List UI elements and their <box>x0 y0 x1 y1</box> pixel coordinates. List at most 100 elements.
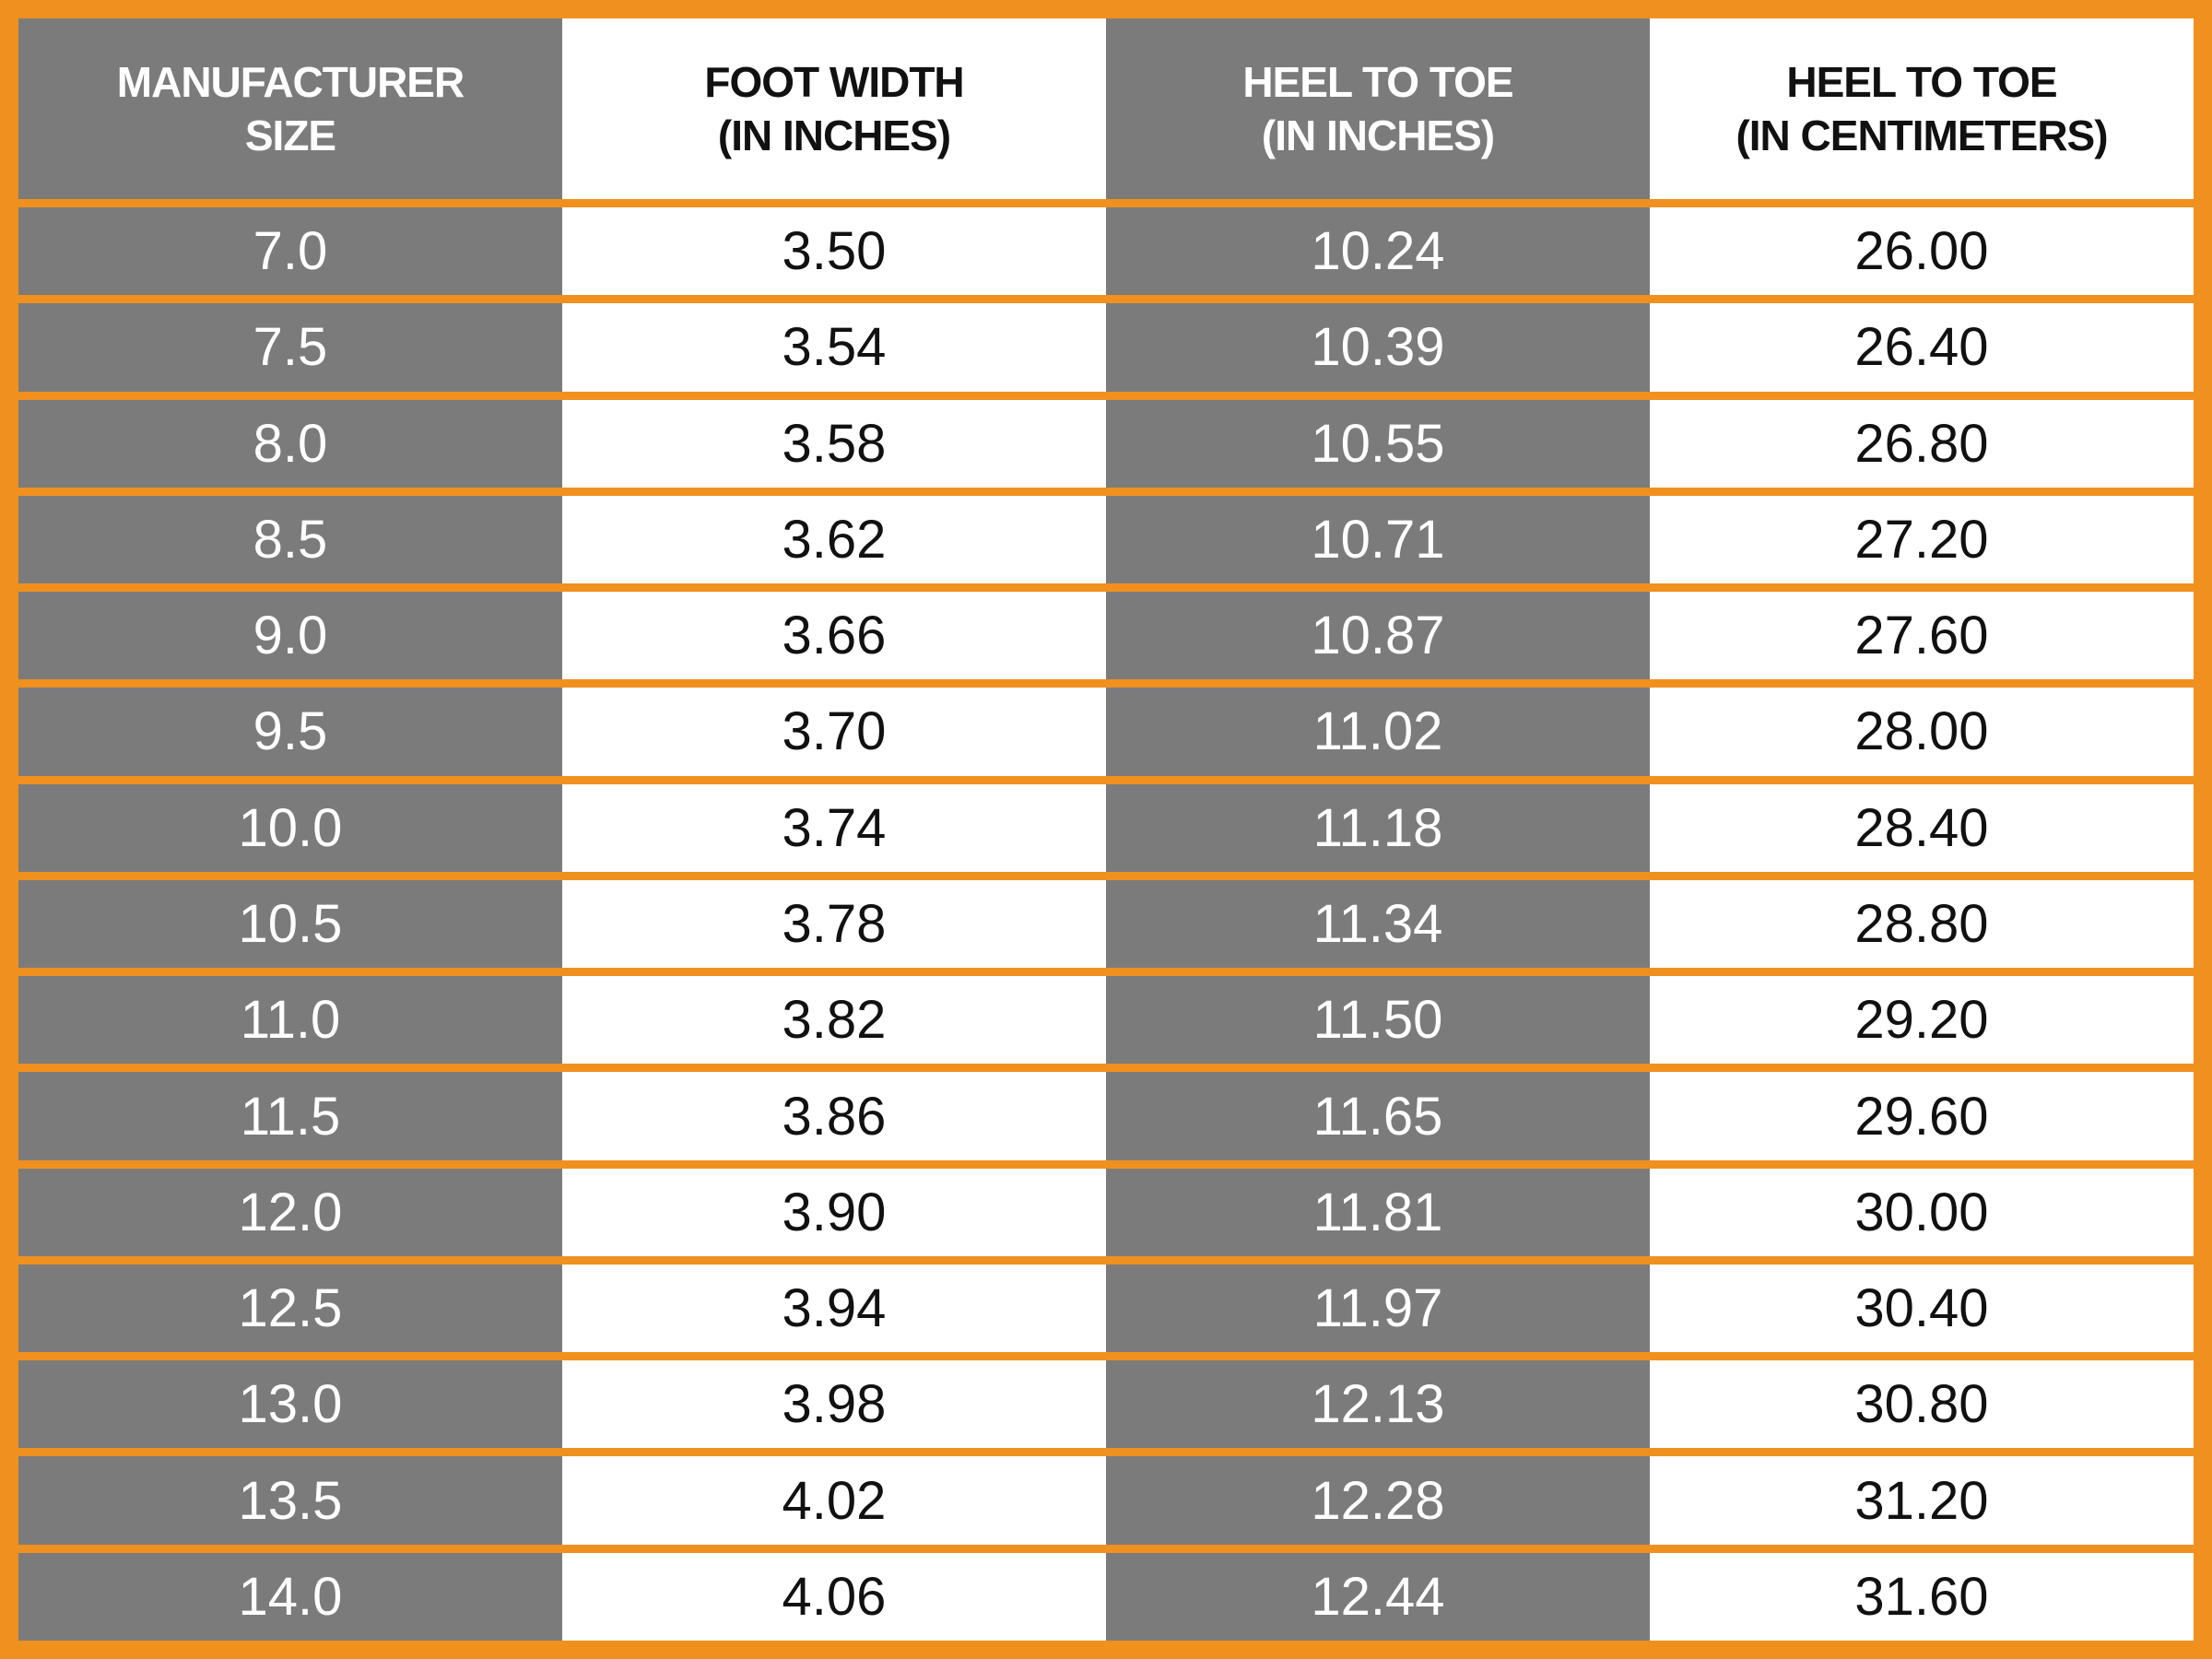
table-cell: 3.70 <box>562 688 1106 776</box>
cell-text: 7.0 <box>253 221 328 282</box>
table-cell: 28.00 <box>1650 688 2194 776</box>
cell-text: 29.60 <box>1854 1086 1989 1147</box>
table-cell: 26.40 <box>1650 303 2194 392</box>
table-cell: 26.80 <box>1650 399 2194 488</box>
cell-text: 4.02 <box>782 1470 887 1531</box>
table-cell: 8.5 <box>18 495 562 584</box>
cell-text: 11.34 <box>1312 893 1443 954</box>
table-cell: 3.66 <box>562 592 1106 680</box>
header-cell: HEEL TO TOE (IN CENTIMETERS) <box>1650 18 2194 199</box>
cell-text: 3.74 <box>782 797 887 858</box>
table-cell: 3.90 <box>562 1168 1106 1256</box>
table-cell: 7.5 <box>18 303 562 392</box>
cell-text: 7.5 <box>253 317 328 378</box>
cell-text: 13.0 <box>238 1374 343 1435</box>
cell-text: 9.5 <box>253 701 328 762</box>
cell-text: 10.0 <box>238 797 343 858</box>
cell-text: 10.39 <box>1311 317 1445 378</box>
header-text: (IN INCHES) <box>717 112 951 159</box>
table-cell: 30.80 <box>1650 1360 2194 1449</box>
table-cell: 10.87 <box>1106 592 1650 680</box>
cell-text: 11.5 <box>240 1086 341 1147</box>
cell-text: 31.20 <box>1854 1470 1989 1531</box>
table-cell: 4.02 <box>562 1456 1106 1545</box>
cell-text: 30.00 <box>1854 1182 1989 1242</box>
cell-text: 10.24 <box>1311 221 1445 282</box>
cell-text: 3.70 <box>782 701 887 762</box>
header-cell: FOOT WIDTH (IN INCHES) <box>562 18 1106 199</box>
cell-text: 8.0 <box>253 413 328 474</box>
cell-text: 3.78 <box>782 893 887 954</box>
cell-text: 3.50 <box>782 221 887 282</box>
cell-text: 12.5 <box>238 1278 343 1339</box>
header-cell: HEEL TO TOE (IN INCHES) <box>1106 18 1650 199</box>
header-text: (IN INCHES) <box>1261 112 1495 159</box>
header-text: HEEL TO TOE <box>1786 58 2057 106</box>
cell-text: 26.00 <box>1854 221 1989 282</box>
cell-text: 3.58 <box>782 413 887 474</box>
table-cell: 11.50 <box>1106 976 1650 1065</box>
cell-text: 3.98 <box>782 1374 887 1435</box>
table-cell: 11.5 <box>18 1072 562 1160</box>
header-text: HEEL TO TOE <box>1242 58 1513 106</box>
table-cell: 28.40 <box>1650 783 2194 872</box>
table-cell: 11.97 <box>1106 1264 1650 1353</box>
cell-text: 11.0 <box>240 990 341 1051</box>
cell-text: 12.13 <box>1311 1374 1445 1435</box>
table-cell: 31.20 <box>1650 1456 2194 1545</box>
table-cell: 10.0 <box>18 783 562 872</box>
table-cell: 10.24 <box>1106 207 1650 296</box>
table-cell: 28.80 <box>1650 879 2194 969</box>
table-cell: 9.0 <box>18 592 562 680</box>
table-cell: 7.0 <box>18 207 562 296</box>
table-cell: 27.60 <box>1650 592 2194 680</box>
header-text: SIZE <box>244 112 336 159</box>
table-cell: 30.00 <box>1650 1168 2194 1256</box>
table-cell: 10.71 <box>1106 495 1650 584</box>
table-cell: 3.82 <box>562 976 1106 1065</box>
cell-text: 11.18 <box>1312 797 1443 858</box>
cell-text: 9.0 <box>253 606 328 666</box>
table-cell: 12.44 <box>1106 1552 1650 1641</box>
header-cell: MANUFACTURER SIZE <box>18 18 562 199</box>
table-cell: 3.54 <box>562 303 1106 392</box>
cell-text: 12.44 <box>1311 1566 1445 1627</box>
table-cell: 12.5 <box>18 1264 562 1353</box>
table-cell: 29.60 <box>1650 1072 2194 1160</box>
cell-text: 11.65 <box>1312 1086 1443 1147</box>
header-text: (IN CENTIMETERS) <box>1735 112 2108 159</box>
cell-text: 29.20 <box>1854 990 1989 1051</box>
table-cell: 3.78 <box>562 879 1106 969</box>
cell-text: 12.28 <box>1311 1470 1445 1531</box>
table-cell: 11.18 <box>1106 783 1650 872</box>
cell-text: 11.50 <box>1312 990 1443 1051</box>
cell-text: 3.90 <box>782 1182 887 1242</box>
cell-text: 3.66 <box>782 606 887 666</box>
table-cell: 3.94 <box>562 1264 1106 1353</box>
cell-text: 13.5 <box>238 1470 343 1531</box>
table-cell: 3.50 <box>562 207 1106 296</box>
table-cell: 13.5 <box>18 1456 562 1545</box>
table-cell: 11.65 <box>1106 1072 1650 1160</box>
cell-text: 11.97 <box>1312 1278 1443 1339</box>
cell-text: 4.06 <box>782 1566 887 1627</box>
table-cell: 26.00 <box>1650 207 2194 296</box>
cell-text: 28.40 <box>1854 797 1989 858</box>
cell-text: 14.0 <box>238 1566 343 1627</box>
cell-text: 3.86 <box>782 1086 887 1147</box>
cell-text: 10.87 <box>1311 606 1445 666</box>
table-cell: 4.06 <box>562 1552 1106 1641</box>
cell-text: 10.5 <box>238 893 343 954</box>
table-cell: 12.28 <box>1106 1456 1650 1545</box>
cell-text: 26.40 <box>1854 317 1989 378</box>
cell-text: 26.80 <box>1854 413 1989 474</box>
table-cell: 11.34 <box>1106 879 1650 969</box>
table-cell: 10.55 <box>1106 399 1650 488</box>
cell-text: 27.60 <box>1854 606 1989 666</box>
table-cell: 30.40 <box>1650 1264 2194 1353</box>
table-cell: 11.81 <box>1106 1168 1650 1256</box>
cell-text: 11.81 <box>1312 1182 1443 1242</box>
cell-text: 3.62 <box>782 509 887 570</box>
